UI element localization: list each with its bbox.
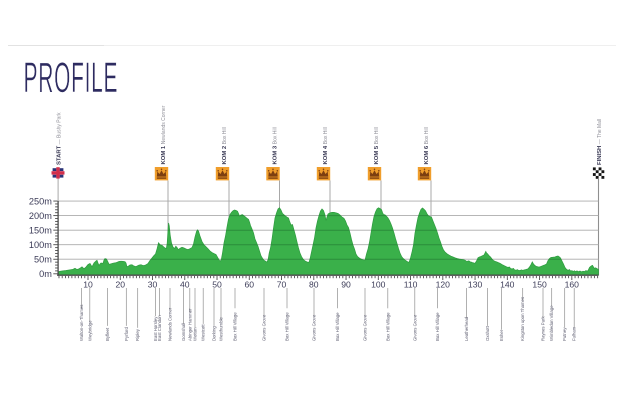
svg-text:Givons Grove: Givons Grove — [363, 314, 368, 341]
svg-text:0m: 0m — [39, 269, 52, 279]
svg-text:KOM 4 Box Hill: KOM 4 Box Hill — [323, 127, 329, 164]
svg-text:Abinger Hammer: Abinger Hammer — [187, 308, 192, 341]
svg-text:KOM 6 Box Hill: KOM 6 Box Hill — [424, 127, 430, 164]
svg-text:Dorking: Dorking — [212, 326, 217, 341]
svg-text:50m: 50m — [34, 254, 52, 264]
svg-text:150: 150 — [532, 280, 547, 290]
svg-text:Pyrford: Pyrford — [124, 327, 129, 341]
svg-text:120: 120 — [436, 280, 451, 290]
svg-text:Esher: Esher — [499, 329, 504, 341]
svg-text:60: 60 — [245, 280, 255, 290]
svg-text:Givons Grove: Givons Grove — [412, 314, 417, 341]
svg-text:KOM 5 Box Hill: KOM 5 Box Hill — [374, 127, 380, 164]
svg-text:Box Hill Village: Box Hill Village — [435, 312, 440, 341]
svg-text:Weybridge: Weybridge — [87, 320, 92, 341]
svg-text:East Horsley: East Horsley — [153, 316, 158, 341]
svg-text:Putney: Putney — [562, 327, 567, 341]
svg-text:Kingston upon Thames: Kingston upon Thames — [520, 297, 525, 341]
svg-text:FINISH — The Mall: FINISH — The Mall — [597, 119, 603, 165]
svg-text:40: 40 — [180, 280, 190, 290]
svg-text:200m: 200m — [29, 211, 52, 221]
svg-text:70: 70 — [277, 280, 287, 290]
svg-text:Givons Grove: Givons Grove — [262, 314, 267, 341]
svg-text:100: 100 — [371, 280, 386, 290]
svg-text:150m: 150m — [29, 225, 52, 235]
svg-text:Wimbledon Village: Wimbledon Village — [549, 305, 554, 341]
svg-text:Oxshott: Oxshott — [485, 325, 490, 341]
svg-text:250m: 250m — [29, 196, 52, 206]
svg-text:East Clandon: East Clandon — [157, 315, 162, 341]
svg-text:Box Hill Village: Box Hill Village — [233, 312, 238, 341]
svg-text:Newlands Corner: Newlands Corner — [168, 307, 173, 341]
svg-text:Leatherhead: Leatherhead — [464, 316, 469, 341]
svg-text:30: 30 — [148, 280, 158, 290]
svg-text:110: 110 — [404, 280, 418, 290]
svg-text:KOM 1 Newlands Corner: KOM 1 Newlands Corner — [161, 105, 167, 164]
svg-text:100m: 100m — [29, 240, 52, 250]
svg-text:160: 160 — [565, 280, 580, 290]
svg-text:Box Hill Village: Box Hill Village — [335, 312, 340, 341]
svg-text:130: 130 — [468, 280, 483, 290]
svg-text:PROFILE: PROFILE — [24, 55, 119, 102]
svg-text:50: 50 — [212, 280, 222, 290]
svg-text:10: 10 — [83, 280, 93, 290]
svg-text:Ripley: Ripley — [135, 328, 140, 341]
svg-text:90: 90 — [341, 280, 351, 290]
svg-text:Westhumble: Westhumble — [219, 317, 224, 341]
svg-text:Box Hill Village: Box Hill Village — [385, 312, 390, 341]
svg-text:Fulham: Fulham — [572, 326, 577, 341]
svg-text:KOM 2 Box Hill: KOM 2 Box Hill — [222, 127, 228, 164]
svg-text:80: 80 — [309, 280, 319, 290]
svg-text:20: 20 — [116, 280, 126, 290]
svg-text:Gomshall: Gomshall — [181, 323, 186, 341]
svg-text:Westcott: Westcott — [201, 324, 206, 341]
svg-text:Byfleet: Byfleet — [105, 327, 110, 341]
svg-text:140: 140 — [500, 280, 515, 290]
svg-text:Walton-on-Thames: Walton-on-Thames — [79, 305, 84, 341]
svg-text:KOM 3 Box Hill: KOM 3 Box Hill — [272, 127, 278, 164]
svg-text:Box Hill Village: Box Hill Village — [285, 312, 290, 341]
svg-text:START — Bushy Park: START — Bushy Park — [56, 112, 62, 165]
svg-text:Raynes Park: Raynes Park — [541, 316, 546, 341]
svg-text:Givons Grove: Givons Grove — [312, 314, 317, 341]
svg-text:Wotton: Wotton — [193, 327, 198, 341]
